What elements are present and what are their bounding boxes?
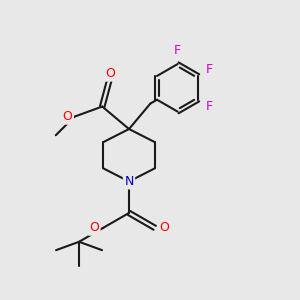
Text: O: O — [159, 221, 169, 234]
Text: F: F — [174, 44, 181, 57]
Text: F: F — [206, 100, 213, 113]
Text: O: O — [105, 67, 115, 80]
Text: F: F — [206, 63, 213, 76]
Text: O: O — [63, 110, 73, 123]
Text: N: N — [124, 175, 134, 188]
Text: O: O — [89, 221, 99, 234]
